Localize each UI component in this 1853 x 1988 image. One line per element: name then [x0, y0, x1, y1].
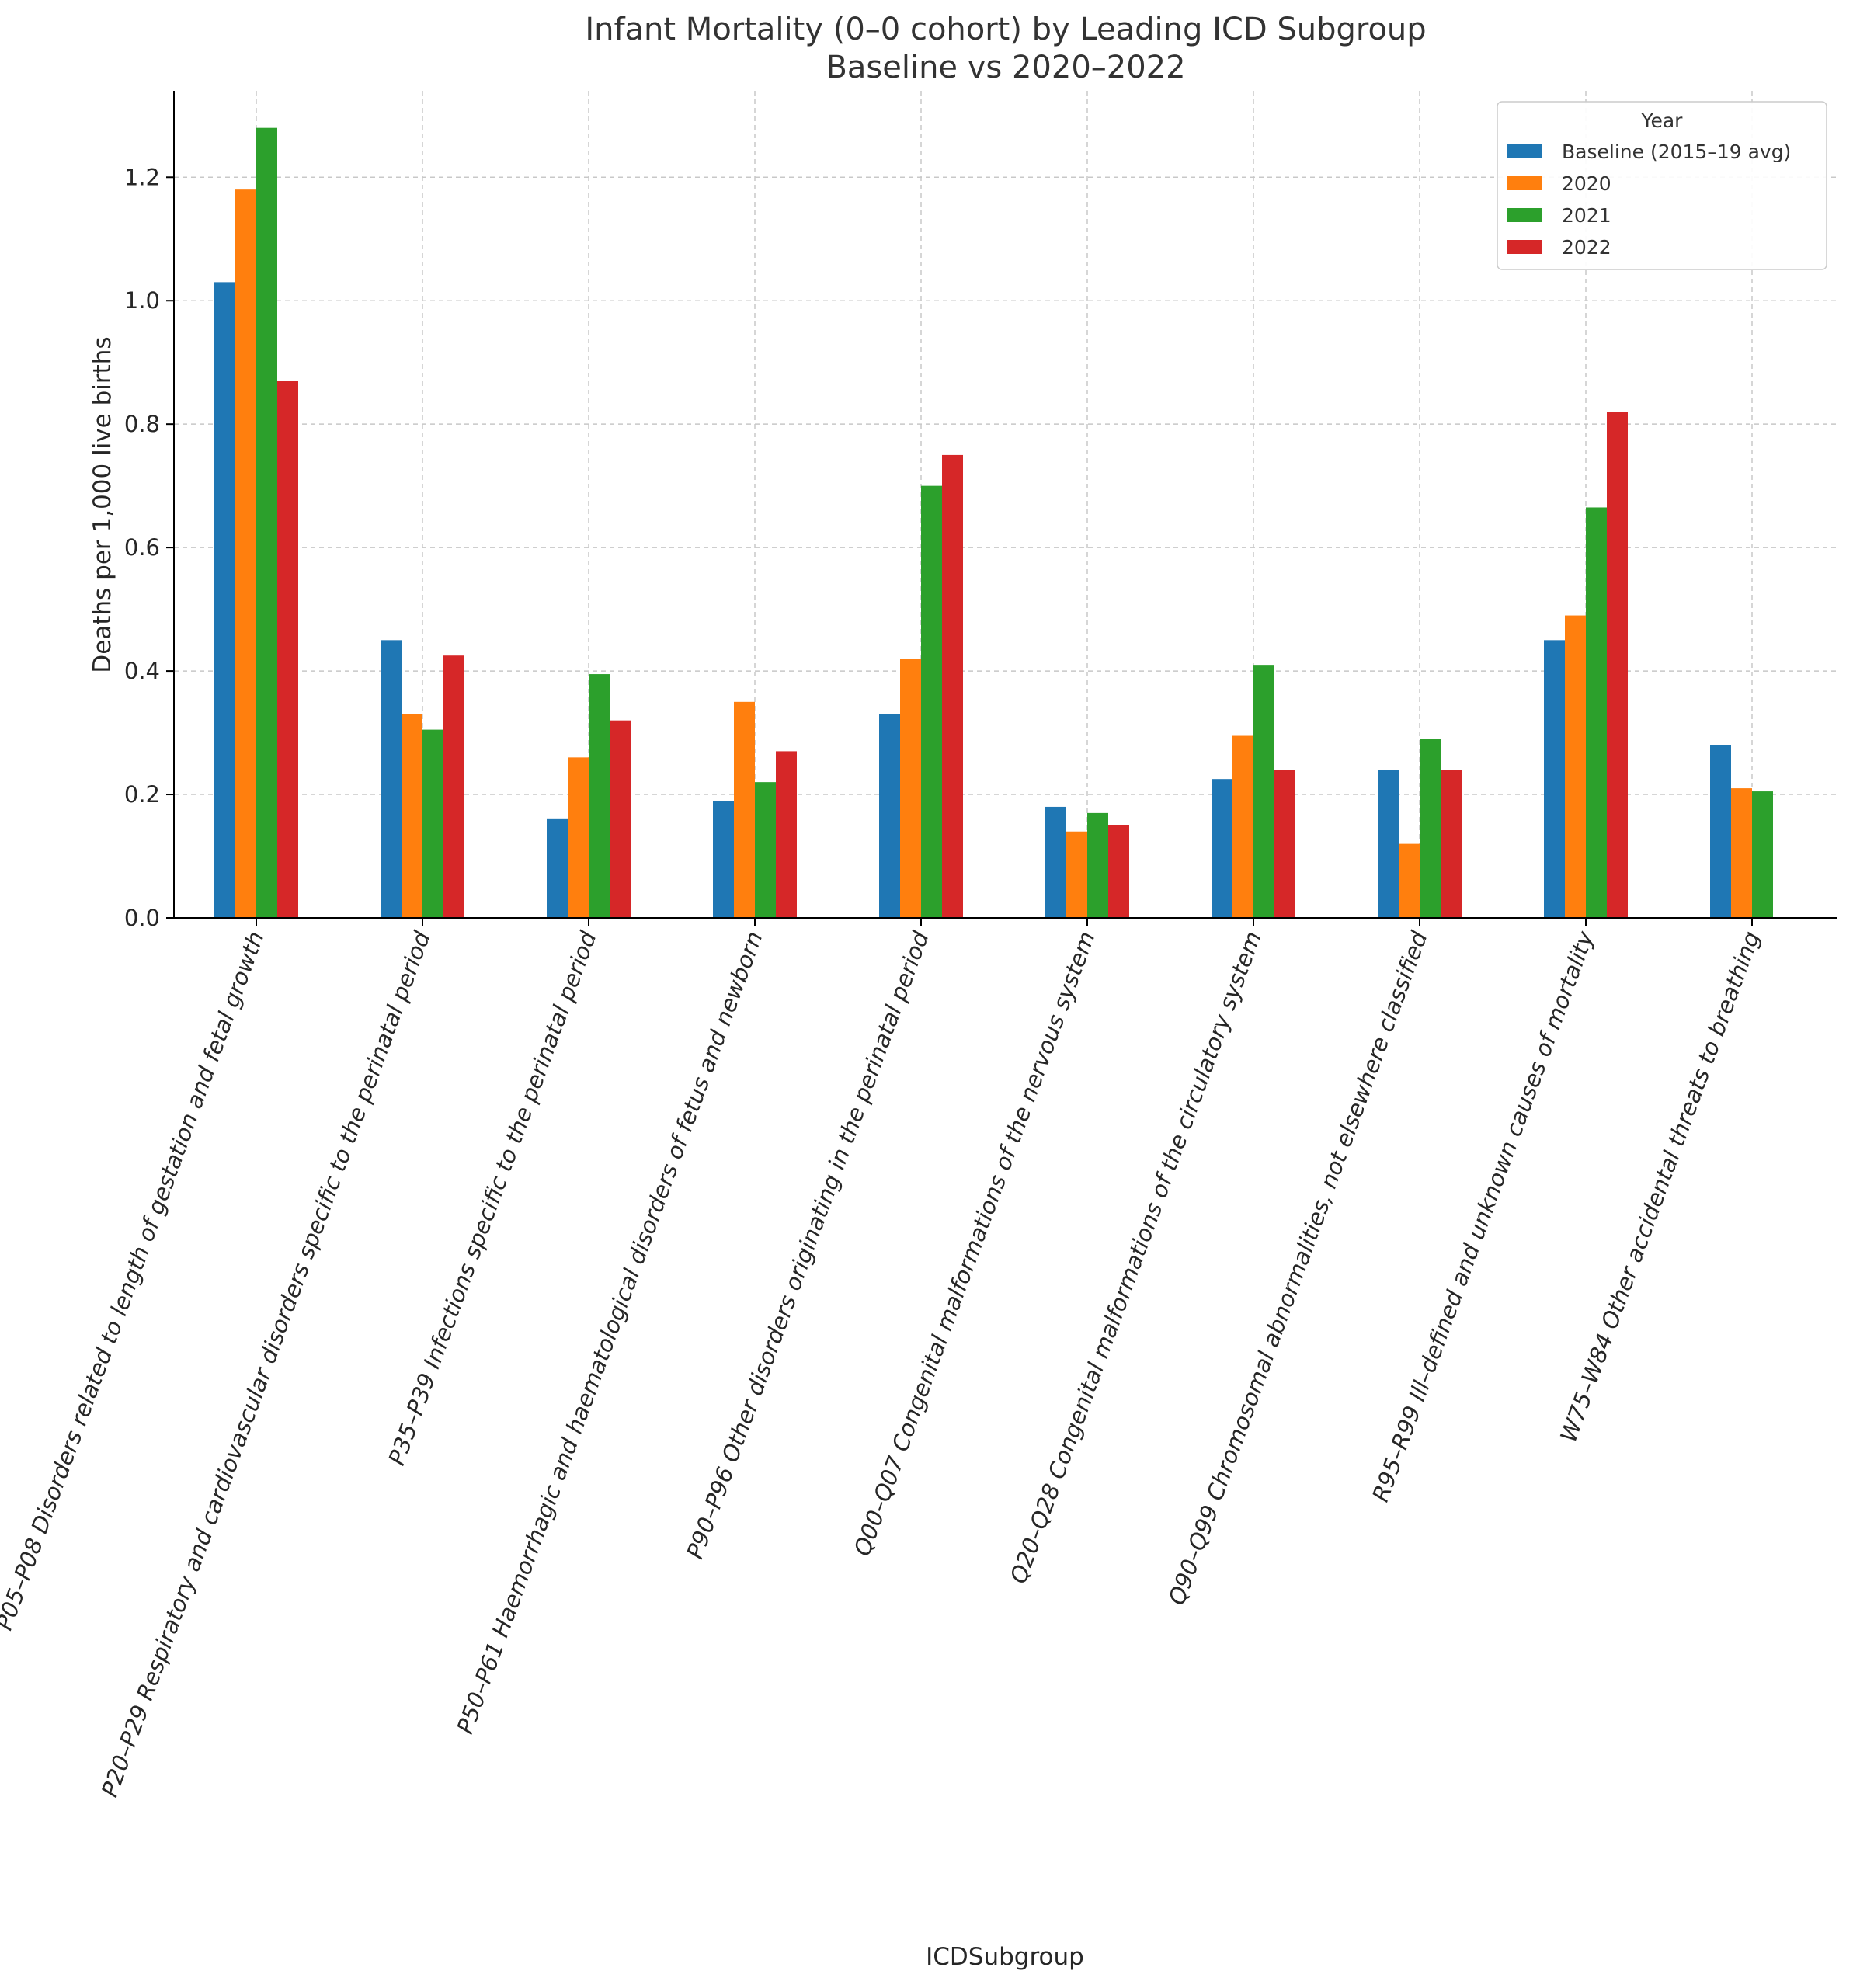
legend-title: Year	[1641, 109, 1684, 132]
bar	[1565, 615, 1586, 918]
legend-swatch	[1507, 176, 1542, 190]
bar	[589, 674, 610, 918]
legend-swatch	[1507, 208, 1542, 222]
bar	[214, 282, 235, 918]
x-axis-label: ICDSubgroup	[926, 1943, 1084, 1971]
bar	[1752, 791, 1773, 918]
bar	[879, 714, 900, 918]
legend-label: 2020	[1562, 172, 1611, 195]
legend: Year Baseline (2015–19 avg) 2020 2021 2022	[1497, 101, 1827, 270]
bar	[1607, 412, 1628, 918]
bar	[1441, 770, 1462, 918]
legend-items: Baseline (2015–19 avg) 2020 2021 2022	[1507, 141, 1791, 259]
bar	[900, 659, 921, 918]
bar	[1045, 806, 1066, 918]
category-label: P20–P29 Respiratory and cardiovascular d…	[96, 927, 436, 1800]
bar	[1232, 735, 1253, 918]
bar	[443, 655, 464, 918]
bar	[1544, 640, 1565, 918]
bars	[214, 127, 1773, 918]
bar	[1731, 788, 1752, 918]
legend-swatch	[1507, 144, 1542, 158]
bar	[1253, 665, 1274, 918]
bar	[1710, 745, 1731, 918]
category-label: W75–W84 Other accidental threats to brea…	[1555, 928, 1764, 1446]
bar	[1586, 507, 1607, 918]
bar	[1108, 825, 1129, 918]
bar	[942, 454, 963, 918]
legend-swatch	[1507, 240, 1542, 254]
y-tick-label: 0.8	[124, 411, 160, 437]
bar	[1420, 739, 1441, 918]
legend-frame	[1497, 101, 1827, 270]
y-tick-label: 1.2	[124, 164, 160, 190]
x-ticks: P05–P08 Disorders related to length of g…	[0, 918, 1765, 1800]
bar	[1066, 831, 1087, 918]
legend-label: Baseline (2015–19 avg)	[1562, 141, 1791, 163]
y-tick-label: 0.4	[124, 658, 160, 684]
category-label: P50–P61 Haemorrhagic and haematological …	[451, 928, 767, 1737]
bar	[1212, 779, 1232, 918]
bar	[610, 720, 631, 918]
bar	[256, 127, 277, 918]
category-label: P05–P08 Disorders related to length of g…	[0, 928, 269, 1634]
y-tick-label: 0.6	[124, 534, 160, 561]
y-ticks: 0.0 0.2 0.4 0.6 0.8 1.0 1.2	[124, 164, 174, 931]
bar	[776, 751, 797, 918]
bar	[402, 714, 422, 918]
legend-label: 2021	[1562, 204, 1611, 227]
bar	[1378, 770, 1399, 918]
bar	[422, 729, 443, 918]
chart-title: Infant Mortality (0–0 cohort) by Leading…	[585, 12, 1426, 47]
bar	[235, 189, 256, 918]
y-tick-label: 0.2	[124, 781, 160, 808]
category-label: P35–P39 Infections specific to the perin…	[383, 927, 601, 1468]
bar	[755, 782, 776, 918]
bar	[277, 381, 298, 918]
bar	[921, 485, 942, 918]
y-tick-label: 1.0	[124, 287, 160, 314]
bar	[734, 701, 755, 918]
y-tick-label: 0.0	[124, 905, 160, 931]
bar	[1087, 812, 1108, 918]
bar	[1399, 843, 1420, 918]
y-axis-label: Deaths per 1,000 live births	[89, 336, 116, 673]
legend-label: 2022	[1562, 236, 1611, 259]
chart-subtitle: Baseline vs 2020–2022	[826, 50, 1185, 85]
bar	[381, 640, 402, 918]
bar	[1274, 770, 1295, 918]
bar	[547, 818, 568, 918]
bar	[713, 800, 734, 918]
bar	[568, 757, 589, 918]
